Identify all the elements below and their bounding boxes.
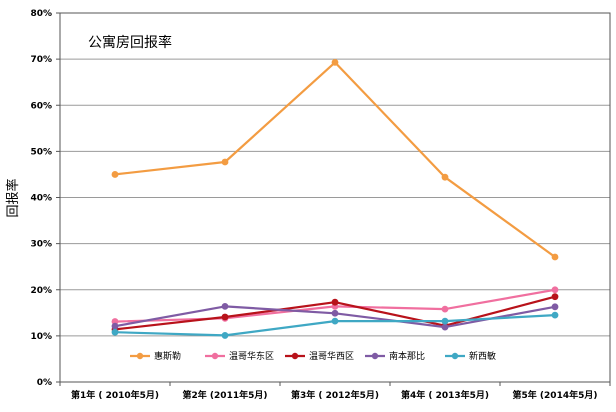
- legend-marker: [211, 352, 219, 360]
- data-point: [441, 323, 449, 331]
- series-group: [111, 58, 559, 339]
- data-point: [111, 328, 119, 336]
- y-tick-label: 10%: [30, 332, 52, 342]
- data-point: [331, 58, 339, 66]
- data-point: [551, 311, 559, 319]
- data-point: [441, 173, 449, 181]
- legend-label: 温哥华东区: [229, 350, 274, 362]
- data-point: [221, 302, 229, 310]
- y-tick-label: 20%: [30, 286, 52, 296]
- legend-item: 温哥华西区: [285, 350, 354, 362]
- legend-marker: [136, 352, 144, 360]
- chart-title: 公寓房回报率: [88, 34, 172, 51]
- data-point: [331, 317, 339, 325]
- legend-label: 新西敏: [469, 350, 496, 362]
- legend-item: 南本那比: [365, 350, 425, 362]
- legend-item: 惠斯勒: [130, 350, 181, 362]
- y-axis-label: 回报率: [5, 178, 21, 217]
- y-tick-label: 40%: [30, 194, 52, 204]
- data-point: [551, 293, 559, 301]
- legend-marker: [371, 352, 379, 360]
- y-tick-label: 30%: [30, 240, 52, 250]
- data-point: [221, 332, 229, 339]
- data-point: [441, 305, 449, 313]
- data-point: [551, 286, 559, 294]
- legend-item: 温哥华东区: [205, 350, 274, 362]
- x-tick-label: 第1年 ( 2010年5月): [71, 389, 159, 401]
- y-tick-label: 70%: [30, 55, 52, 65]
- data-point: [331, 309, 339, 317]
- legend-label: 惠斯勒: [154, 350, 181, 362]
- x-tick-label: 第4年 ( 2013年5月): [401, 389, 489, 401]
- data-point: [221, 313, 229, 321]
- x-tick-label: 第2年 (2011年5月): [183, 389, 268, 401]
- x-tick-label: 第5年 (2014年5月): [513, 389, 598, 401]
- legend-item: 新西敏: [445, 350, 496, 362]
- series-1: [111, 58, 559, 261]
- legend-label: 温哥华西区: [309, 350, 354, 362]
- data-point: [551, 303, 559, 311]
- legend-label: 南本那比: [389, 350, 425, 362]
- y-tick-label: 60%: [30, 101, 52, 111]
- legend-marker: [451, 352, 459, 360]
- data-point: [111, 322, 119, 330]
- y-tick-label: 50%: [30, 147, 52, 157]
- x-tick-label: 第3年 ( 2012年5月): [291, 389, 379, 401]
- data-point: [111, 171, 119, 178]
- grid: [60, 12, 610, 337]
- data-point: [331, 298, 339, 306]
- plot-area-border: [59, 12, 611, 383]
- y-tick-label: 80%: [30, 9, 52, 19]
- series-4: [111, 302, 559, 331]
- data-point: [441, 317, 449, 325]
- series-5: [111, 311, 559, 339]
- y-tick-label: 0%: [37, 378, 52, 388]
- legend-marker: [291, 352, 299, 360]
- data-point: [221, 158, 229, 166]
- data-point: [551, 253, 559, 261]
- legend: 惠斯勒 温哥华东区 温哥华西区 南本那比 新西敏: [130, 350, 496, 362]
- axes: 0% 10% 20% 30% 40% 50% 60% 70% 80% 第1年 ( 2010年5月)…: [30, 9, 611, 401]
